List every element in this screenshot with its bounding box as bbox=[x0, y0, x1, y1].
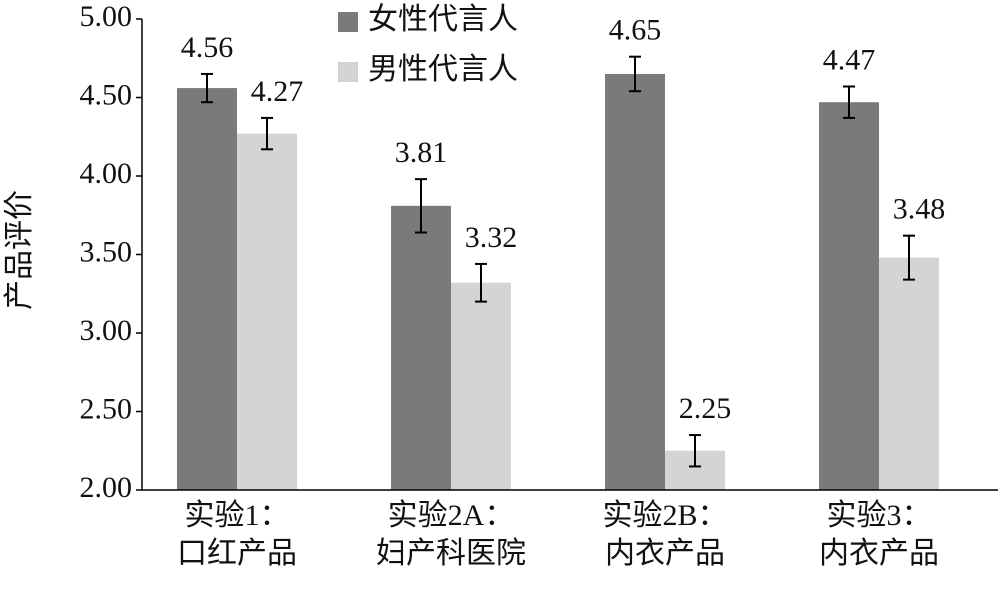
x-tick-label: 妇产科医院 bbox=[376, 537, 526, 570]
error-bar bbox=[415, 178, 427, 234]
data-label: 4.56 bbox=[181, 31, 234, 64]
data-label: 4.27 bbox=[251, 75, 304, 108]
x-tick-label: 实验3： bbox=[827, 499, 932, 532]
y-tick-label: 2.50 bbox=[80, 392, 133, 425]
legend-label: 男性代言人 bbox=[368, 53, 518, 86]
legend-swatch bbox=[338, 12, 358, 32]
legend-label: 女性代言人 bbox=[368, 3, 518, 36]
bar bbox=[451, 282, 511, 490]
x-tick-label: 内衣产品 bbox=[819, 537, 939, 570]
y-tick-label: 5.00 bbox=[80, 0, 133, 33]
error-bar bbox=[689, 434, 701, 468]
x-tick-label: 实验2B： bbox=[602, 499, 727, 532]
data-label: 4.47 bbox=[823, 43, 876, 76]
error-bar bbox=[903, 234, 915, 281]
x-tick-label: 实验1： bbox=[185, 499, 290, 532]
error-bar bbox=[475, 262, 487, 303]
y-tick-label: 4.00 bbox=[80, 157, 133, 190]
bar bbox=[177, 88, 237, 490]
legend-swatch bbox=[338, 62, 358, 82]
x-tick-label: 内衣产品 bbox=[605, 537, 725, 570]
x-tick-label: 口红产品 bbox=[177, 537, 297, 570]
data-label: 3.48 bbox=[893, 193, 946, 226]
y-tick-label: 3.00 bbox=[80, 314, 133, 347]
data-label: 2.25 bbox=[679, 392, 732, 425]
bar bbox=[237, 133, 297, 491]
bar bbox=[879, 257, 939, 490]
error-bar bbox=[629, 55, 641, 93]
data-label: 3.32 bbox=[465, 221, 518, 254]
error-bar bbox=[201, 72, 213, 104]
data-label: 3.81 bbox=[395, 136, 448, 169]
y-tick-label: 4.50 bbox=[80, 78, 133, 111]
x-tick-label: 实验2A： bbox=[388, 499, 515, 532]
data-label: 4.65 bbox=[609, 14, 662, 47]
bar bbox=[391, 205, 451, 490]
y-tick-label: 3.50 bbox=[80, 235, 133, 268]
error-bar bbox=[843, 85, 855, 119]
y-tick-label: 2.00 bbox=[80, 471, 133, 504]
bar bbox=[819, 102, 879, 491]
error-bar bbox=[261, 116, 273, 151]
y-axis-label: 产品评价 bbox=[3, 190, 36, 310]
bar bbox=[605, 73, 665, 490]
